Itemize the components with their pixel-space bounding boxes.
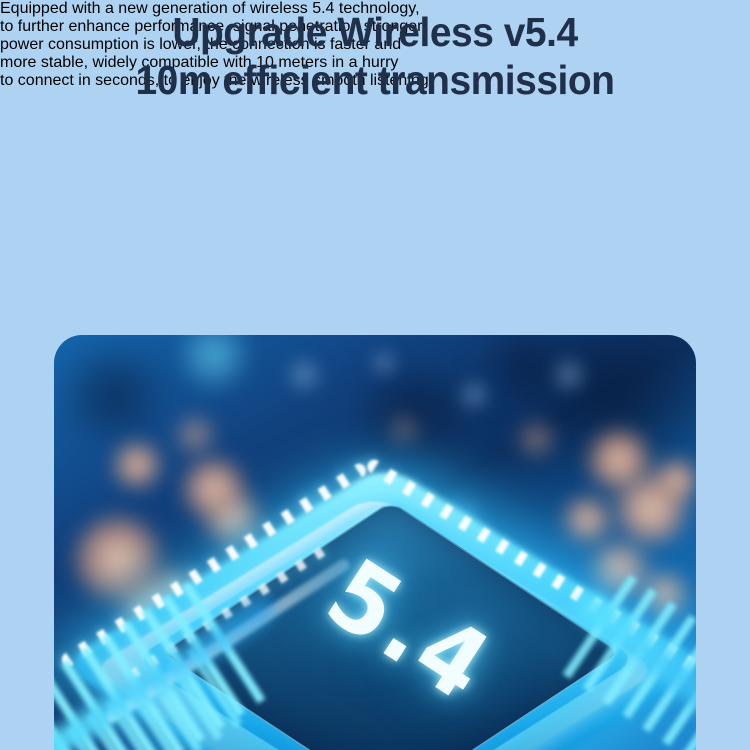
bokeh-light-blue	[456, 377, 492, 413]
bokeh-light-orange	[518, 421, 554, 457]
bokeh-light-blue	[284, 355, 324, 395]
bokeh-light-orange	[175, 415, 215, 455]
bokeh-light-orange	[389, 415, 419, 445]
promo-heading-line-2: 10m efficient transmission	[135, 57, 615, 103]
description-line: Equipped with a new generation of wirele…	[0, 0, 420, 17]
description-line: power consumption is lower, the connecti…	[0, 36, 402, 53]
bokeh-light-orange	[113, 441, 161, 489]
promo-heading: Upgrade Wireless v5.4 10m efficient tran…	[19, 8, 732, 104]
description-line: to further enhance performance, signal p…	[0, 18, 423, 35]
circuit-shadow-blob	[54, 350, 184, 440]
bokeh-light-blue	[369, 348, 399, 378]
description-line: more stable, widely compatible with 10 m…	[0, 54, 399, 71]
hero-circuit-board-image: 5.4	[54, 335, 696, 750]
description-line: to connect in seconds, to enjoy the wire…	[0, 72, 434, 89]
bokeh-light-orange	[655, 458, 696, 502]
bokeh-light-blue	[549, 355, 589, 395]
promo-heading-line-1: Upgrade Wireless v5.4	[172, 9, 578, 55]
cyan-glow-blob	[174, 335, 254, 395]
bokeh-light-orange	[563, 496, 611, 544]
